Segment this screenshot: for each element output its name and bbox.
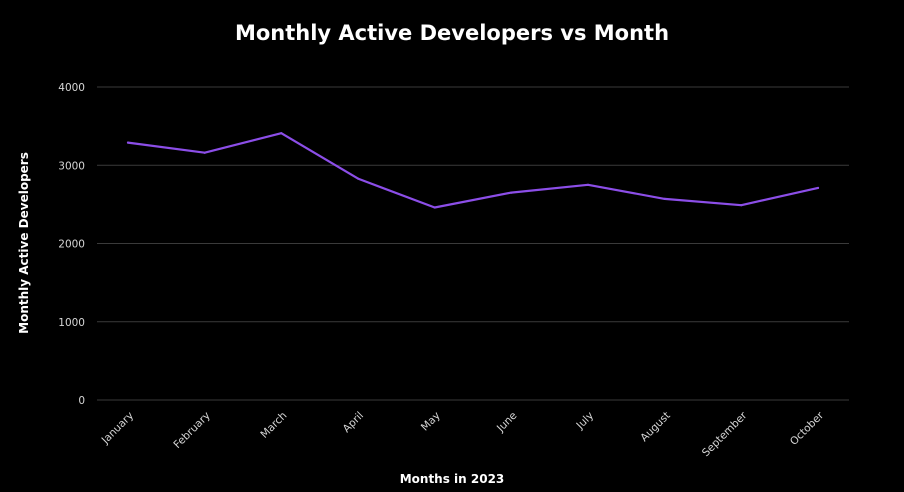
gridlines [97,86,849,401]
x-tick-label: March [258,410,289,441]
x-axis-label: Months in 2023 [400,472,505,486]
x-tick-label: February [171,410,212,451]
y-tick-label: 4000 [58,82,85,94]
x-tick-label: July [574,410,597,433]
data-point [586,183,590,186]
x-tick-label: October [788,409,827,448]
data-point [816,186,820,190]
y-tick-label: 0 [78,395,85,407]
data-point [740,204,743,207]
data-point [433,206,436,209]
x-tick-label: August [638,410,672,444]
x-tick-label: June [494,410,519,435]
data-point [280,132,283,135]
data-point [356,177,360,180]
y-tick-label: 2000 [58,239,85,251]
data-point [126,141,130,144]
data-point [510,191,513,194]
y-axis-ticks: 0 1000 2000 3000 4000 [58,82,85,407]
x-tick-label: April [341,410,366,435]
y-tick-label: 3000 [58,160,85,172]
y-tick-label: 1000 [58,317,85,329]
x-axis-ticks: January February March April May June July Augu… [99,409,827,459]
series-layer [126,132,820,209]
data-point [663,197,666,200]
x-tick-label: September [700,409,750,459]
y-axis-label: Monthly Active Developers [17,152,31,334]
data-point [203,151,206,154]
chart-title: Monthly Active Developers vs Month [235,21,669,45]
x-tick-label: May [419,410,443,434]
series-line-0 [126,132,820,209]
x-tick-label: January [99,410,136,447]
